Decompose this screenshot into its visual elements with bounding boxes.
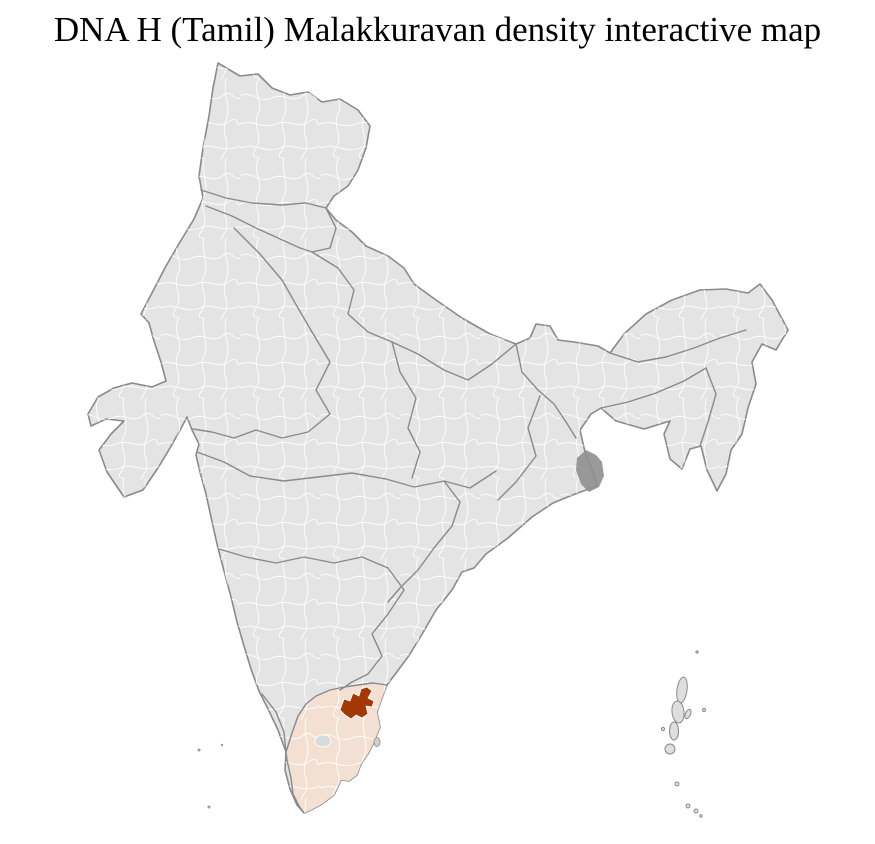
nodata-district[interactable] [314, 734, 332, 748]
state-borders [192, 189, 747, 753]
highlighted-district[interactable] [339, 686, 375, 720]
highlighted-state-outline [285, 682, 388, 814]
island-chain-east[interactable] [660, 650, 707, 818]
island-dots-west [197, 743, 224, 809]
delta-dense-area [576, 450, 604, 492]
coastal-enclave-district[interactable] [373, 737, 381, 747]
page-title: DNA H (Tamil) Malakkuravan density inter… [53, 10, 822, 49]
